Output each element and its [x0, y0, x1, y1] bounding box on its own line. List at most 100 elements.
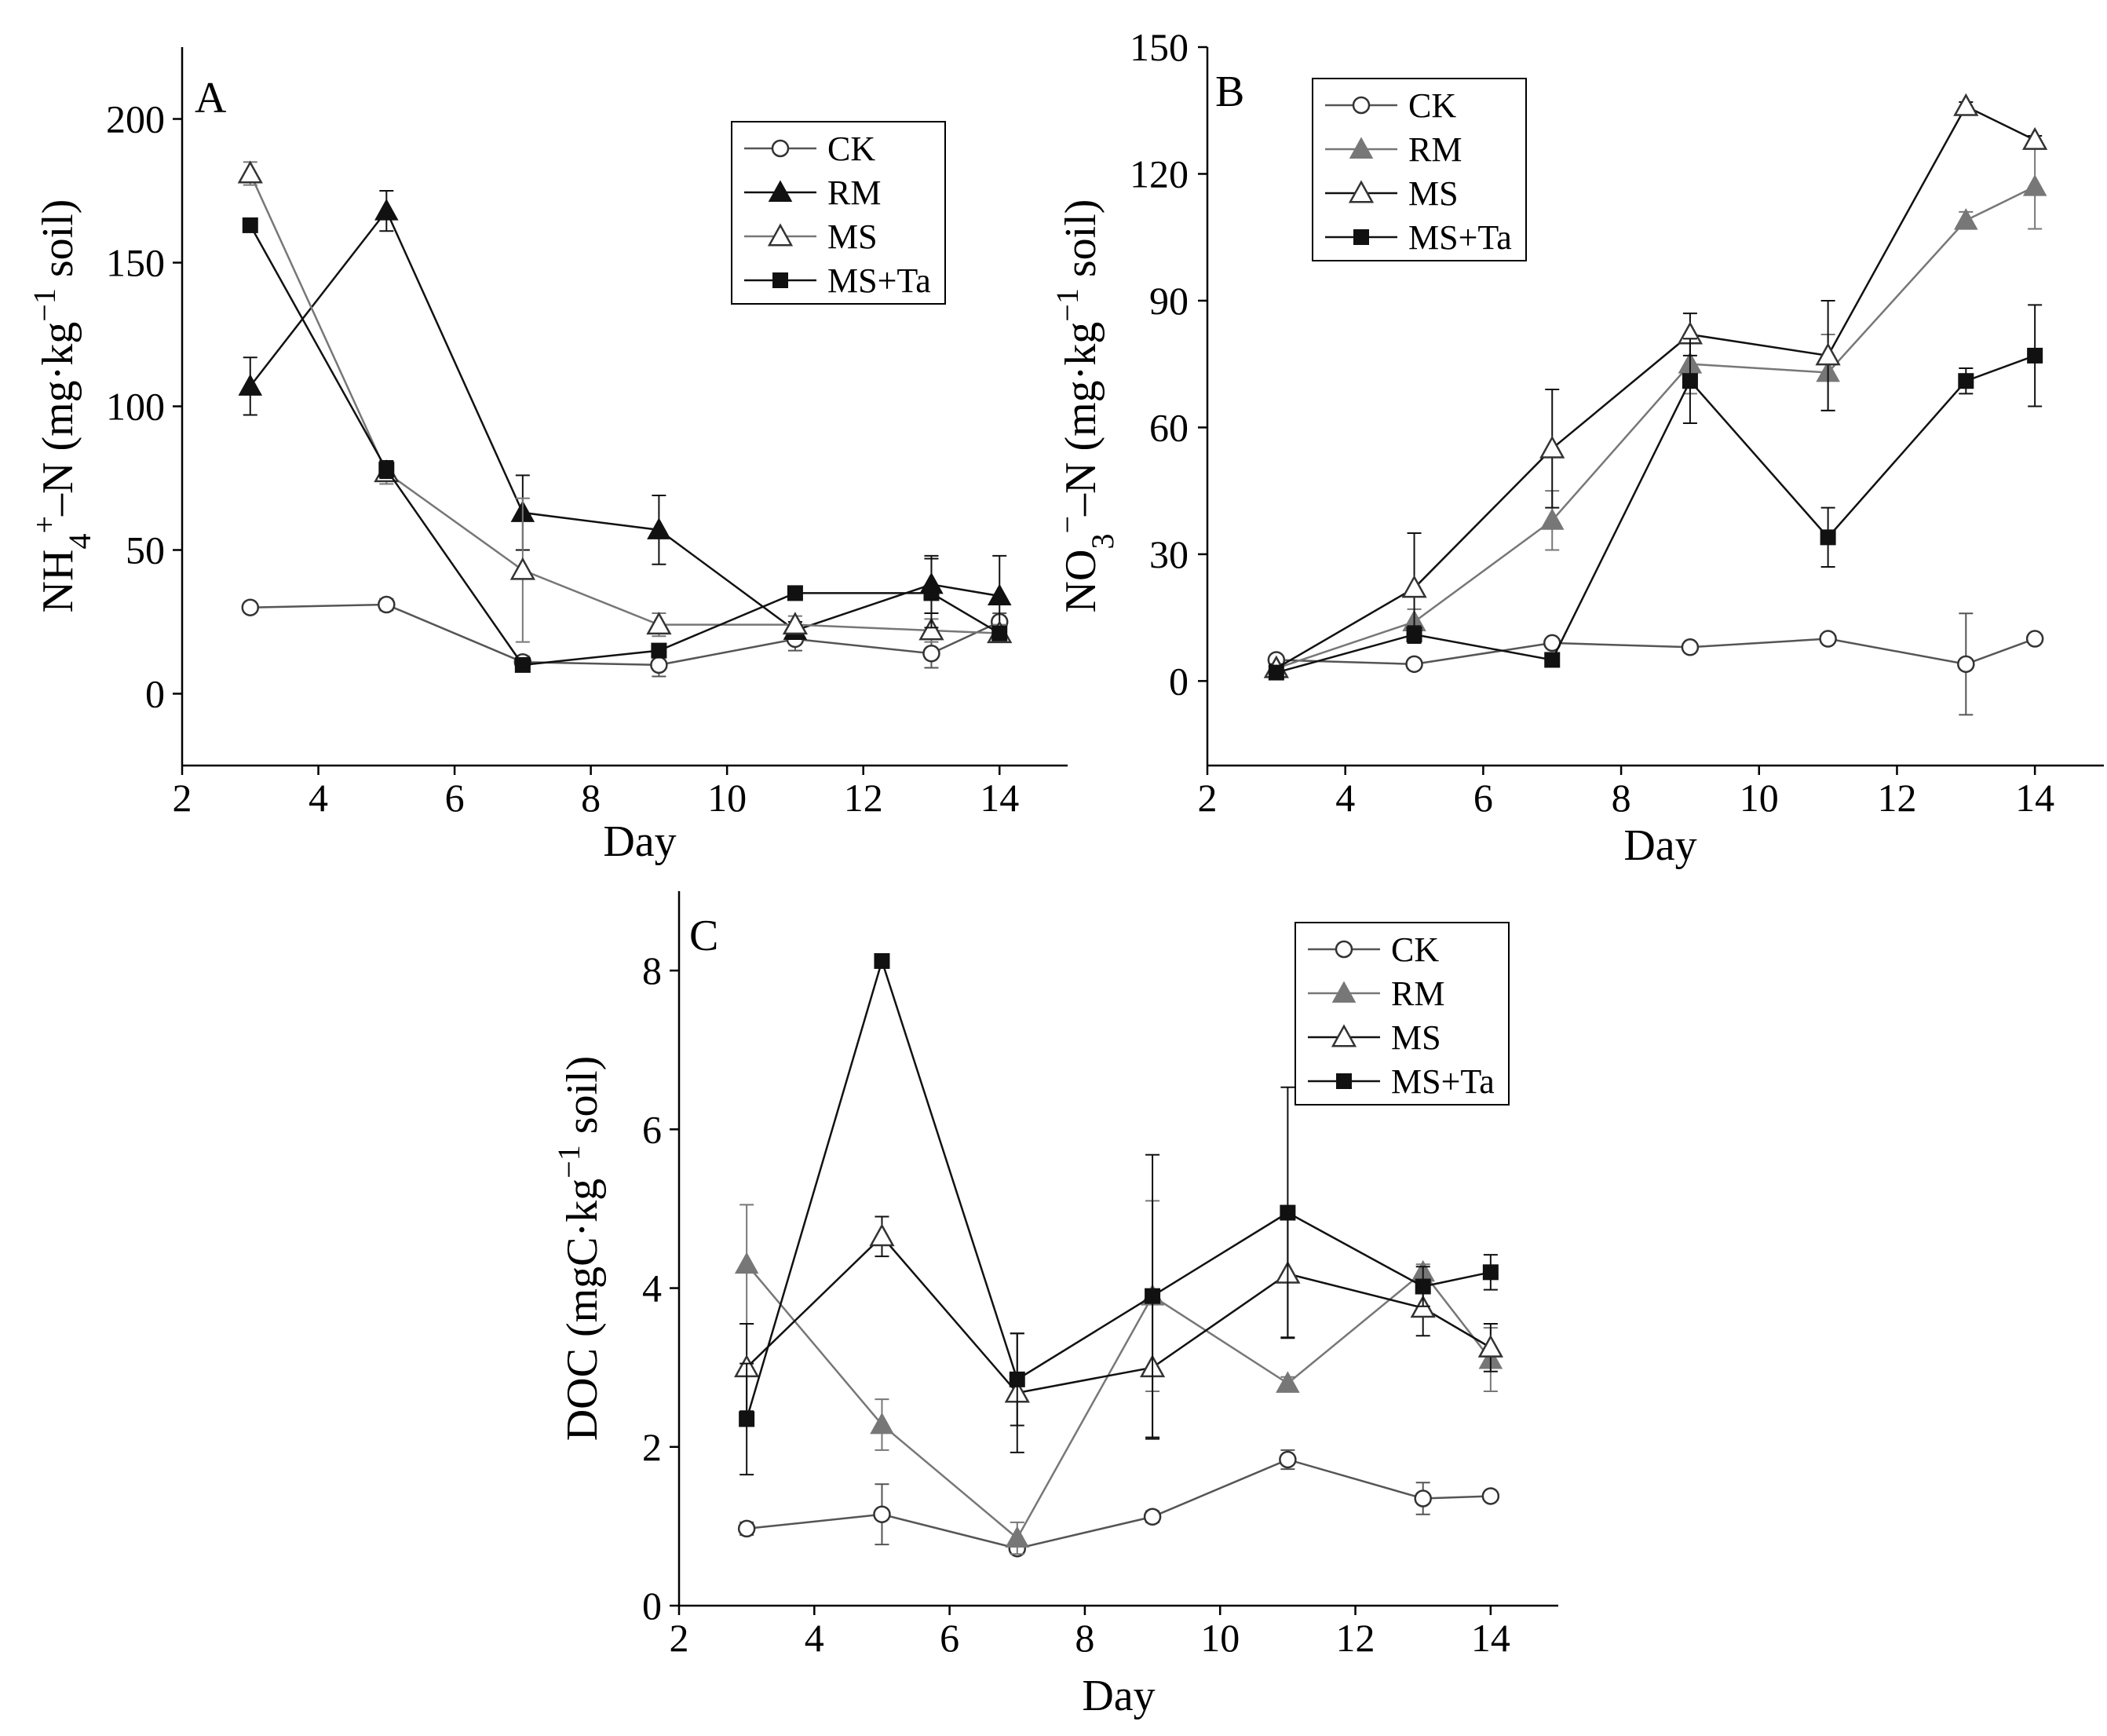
data-point [2022, 126, 2048, 150]
data-point [378, 462, 395, 478]
data-point [1539, 435, 1565, 459]
y-tick-label: 150 [1130, 25, 1189, 69]
y-axis-title-sup: − [1050, 516, 1085, 534]
data-point [1145, 1288, 1161, 1304]
data-point [991, 625, 1008, 641]
legend-label: MS+Ta [1391, 1062, 1495, 1101]
y-tick-label: 8 [642, 948, 662, 992]
y-tick-label: 200 [106, 97, 165, 141]
data-point [874, 952, 890, 969]
data-point [1819, 630, 1837, 648]
x-tick-label: 12 [1336, 1616, 1375, 1660]
data-point [1280, 1204, 1296, 1221]
data-point [1482, 1264, 1499, 1281]
data-point [1481, 1487, 1500, 1505]
data-point [1477, 1334, 1503, 1358]
data-point [1009, 1371, 1025, 1387]
x-axis-title: Day [1082, 1672, 1155, 1720]
data-point [514, 656, 531, 673]
y-tick-label: 60 [1149, 405, 1189, 449]
y-axis-title-rest: –N (mg·kg [34, 322, 82, 517]
data-point [237, 160, 263, 184]
data-point [870, 1412, 894, 1434]
x-tick-label: 10 [707, 776, 747, 820]
x-tick-label: 12 [844, 776, 883, 820]
legend-label: RM [1391, 974, 1444, 1013]
x-tick-label: 6 [1473, 776, 1493, 820]
legend-marker [768, 180, 793, 202]
legend: CK RM MS MS+Ta [1295, 922, 1510, 1106]
legend-marker [1349, 137, 1374, 159]
data-point [739, 1411, 755, 1427]
legend-marker [1353, 229, 1369, 245]
series-line [1276, 638, 2036, 666]
x-tick-label: 4 [309, 776, 328, 820]
data-point [1405, 655, 1423, 674]
y-axis-title-end: soil) [1057, 199, 1105, 289]
x-tick-label: 10 [1200, 1616, 1240, 1660]
data-point [782, 612, 809, 635]
y-axis-title-sup2: −1 [1050, 288, 1085, 322]
y-axis-title-sup2: −1 [27, 288, 62, 322]
x-axis-title: Day [603, 817, 676, 866]
legend-marker [1348, 180, 1375, 203]
panel-b: 2 4 6 8 10 12 14 0 30 60 90 120 150 B Day NO3−–N (mg·kg… [1050, 25, 2104, 870]
panel-letter: C [689, 912, 718, 960]
series-ck [737, 1449, 1500, 1558]
y-axis-title-sub: 4 [62, 534, 97, 550]
data-point [1815, 342, 1841, 366]
y-axis-title-main: NO [1057, 550, 1105, 613]
legend-box [731, 121, 946, 305]
y-axis-title-sup: + [27, 516, 62, 534]
legend-label: MS+Ta [827, 261, 931, 300]
series-line [746, 1235, 1492, 1394]
data-point [1682, 373, 1698, 389]
data-point [509, 557, 535, 580]
y-tick-label: 90 [1149, 279, 1189, 323]
legend-label: MS [1408, 174, 1459, 213]
y-tick-label: 0 [642, 1584, 662, 1628]
data-point [651, 642, 667, 659]
data-point [734, 1252, 759, 1274]
data-point [787, 585, 803, 601]
y-tick-label: 2 [642, 1425, 662, 1469]
y-axis-title: NO3−–N (mg·kg−1 soil) [1050, 199, 1120, 613]
x-tick-label: 6 [940, 1616, 959, 1660]
data-point [1820, 529, 1836, 546]
legend-label: CK [1408, 86, 1456, 125]
data-point [1958, 373, 1974, 389]
x-tick-label: 14 [1471, 1616, 1510, 1660]
data-point [378, 595, 396, 614]
x-tick-label: 6 [445, 776, 465, 820]
panel-letter: B [1215, 68, 1244, 116]
data-point [1406, 627, 1422, 643]
data-point [238, 374, 263, 396]
legend-marker [1331, 981, 1357, 1003]
data-point [1143, 1508, 1162, 1526]
data-point [1279, 1450, 1297, 1469]
y-axis-title-end: soil) [34, 199, 82, 289]
legend-marker [772, 272, 788, 288]
x-tick-label: 2 [1198, 776, 1218, 820]
series-ck [241, 595, 1009, 678]
data-point [1401, 575, 1427, 598]
y-tick-label: 0 [1169, 659, 1189, 703]
legend-label: CK [827, 130, 875, 168]
y-tick-label: 6 [642, 1107, 662, 1151]
y-tick-label: 0 [145, 672, 165, 716]
x-tick-label: 12 [1877, 776, 1916, 820]
data-point [1005, 1526, 1030, 1548]
data-point [987, 583, 1012, 606]
data-point [1544, 652, 1561, 668]
data-point [241, 598, 260, 616]
legend-marker [771, 139, 790, 158]
data-point [650, 656, 668, 674]
y-axis-title-sub: 3 [1085, 534, 1120, 550]
data-point [1681, 638, 1700, 656]
x-axis-title: Day [1623, 821, 1696, 870]
legend-label: RM [827, 174, 881, 212]
x-tick-label: 8 [581, 776, 601, 820]
legend-box [1295, 922, 1510, 1106]
